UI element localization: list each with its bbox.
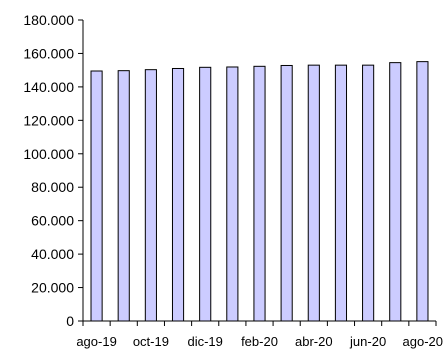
y-tick-label: 60.000 — [31, 213, 74, 229]
bar-oct-19 — [144, 69, 157, 322]
bar-feb-20 — [253, 65, 266, 322]
x-tick-label: dic-19 — [187, 334, 222, 349]
bar-jul-20 — [389, 62, 402, 322]
bar-sep-19 — [117, 70, 130, 322]
x-tick-label: ago-20 — [403, 334, 443, 349]
x-tick-label: jun-20 — [349, 334, 386, 349]
bars-group — [90, 61, 429, 322]
axes-group — [78, 19, 437, 326]
y-tick-label: 0 — [66, 313, 74, 329]
y-tick-labels: 0 20.000 40.000 60.000 80.000 100.000 120.000 1… — [23, 12, 74, 329]
y-tick-label: 80.000 — [31, 179, 74, 195]
x-tick-label: feb-20 — [241, 334, 278, 349]
bar-ago-19 — [90, 70, 103, 322]
bar-mar-20 — [280, 64, 293, 322]
bar-dic-19 — [199, 66, 212, 322]
y-tick-label: 180.000 — [23, 12, 74, 28]
x-tick-label: abr-20 — [295, 334, 333, 349]
y-tick-label: 20.000 — [31, 280, 74, 296]
y-tick-label: 140.000 — [23, 79, 74, 95]
y-tick-label: 100.000 — [23, 146, 74, 162]
x-tick-label: oct-19 — [133, 334, 169, 349]
bar-ago-20 — [416, 61, 429, 322]
bar-ene-20 — [226, 66, 239, 322]
bar-jun-20 — [362, 64, 375, 322]
bar-abr-20 — [307, 64, 320, 322]
bar-may-20 — [334, 64, 348, 322]
x-tick-label: ago-19 — [76, 334, 116, 349]
y-tick-label: 40.000 — [31, 246, 74, 262]
y-tick-label: 160.000 — [23, 45, 74, 61]
x-tick-labels: ago-19 oct-19 dic-19 feb-20 abr-20 jun-20 ago-… — [76, 334, 443, 349]
bar-nov-19 — [171, 67, 185, 322]
y-tick-label: 120.000 — [23, 112, 74, 128]
